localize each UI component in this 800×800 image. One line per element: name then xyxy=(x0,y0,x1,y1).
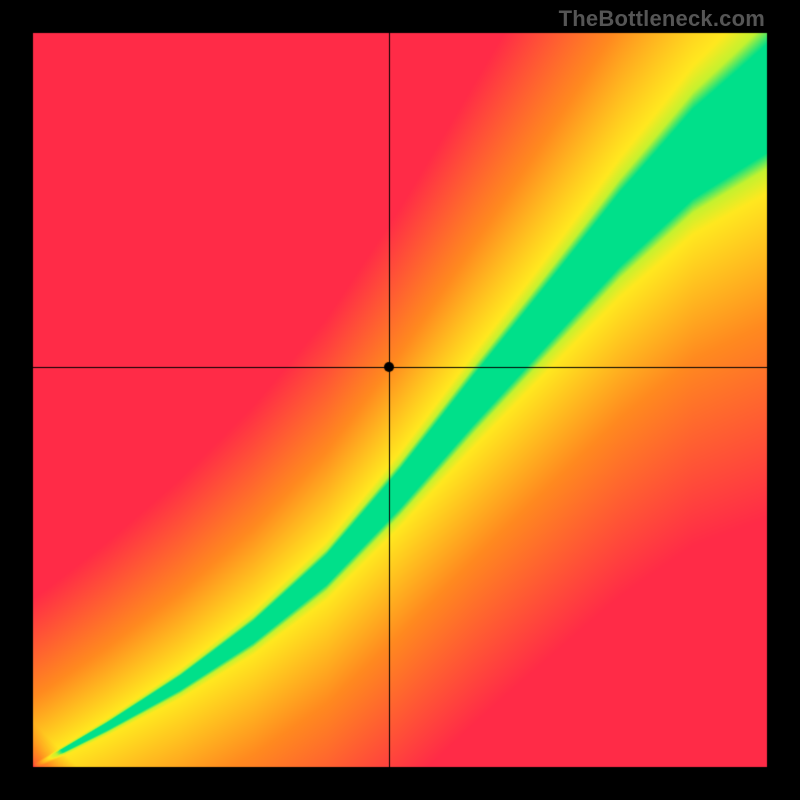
heatmap-canvas xyxy=(0,0,800,800)
watermark-text: TheBottleneck.com xyxy=(559,6,765,32)
bottleneck-chart-container: TheBottleneck.com xyxy=(0,0,800,800)
